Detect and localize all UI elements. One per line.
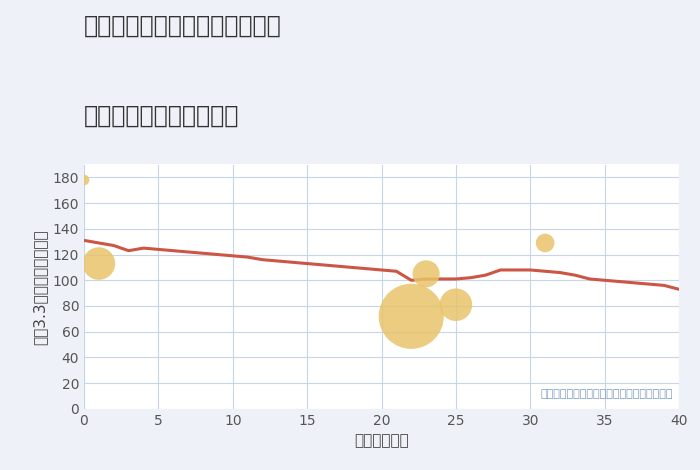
Text: 円の大きさは、取引のあった物件面積を示す: 円の大きさは、取引のあった物件面積を示す [540, 389, 673, 399]
Point [78, 176, 90, 184]
Point [540, 239, 551, 247]
Point [406, 313, 417, 320]
Y-axis label: 坪（3.3㎡）単価（万円）: 坪（3.3㎡）単価（万円） [32, 229, 47, 345]
Point [421, 270, 432, 278]
Point [450, 301, 461, 308]
Point [93, 260, 104, 267]
Text: 愛知県名古屋市中村区名楽町の: 愛知県名古屋市中村区名楽町の [84, 14, 281, 38]
X-axis label: 築年数（年）: 築年数（年） [354, 433, 409, 448]
Text: 築年数別中古戸建て価格: 築年数別中古戸建て価格 [84, 103, 239, 127]
